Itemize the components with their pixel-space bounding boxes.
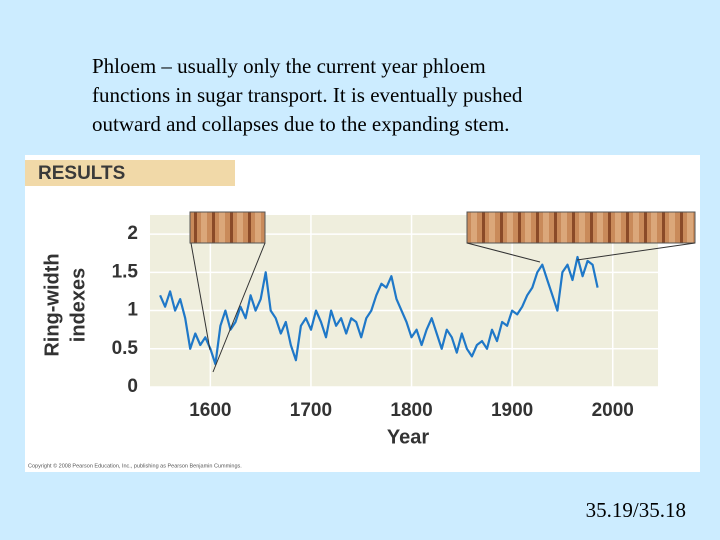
y-tick-label: 0.5 (112, 338, 139, 359)
y-axis-label: indexes (67, 268, 89, 342)
data-line (159, 255, 599, 366)
x-tick-label: 2000 (592, 400, 634, 421)
y-tick-label: 1.5 (112, 261, 139, 282)
ring-inset (466, 211, 696, 244)
ring-inset (189, 211, 266, 244)
header: RESULTS (38, 163, 125, 184)
slide-text: functions in sugar transport. It is even… (92, 83, 523, 107)
slide-text: Phloem – usually only the current year p… (92, 54, 486, 78)
copyright: Copyright © 2008 Pearson Education, Inc.… (28, 462, 242, 469)
callout-line (466, 242, 541, 263)
header-bar (25, 160, 235, 186)
x-tick-label: 1900 (491, 400, 533, 421)
x-tick-label: 1800 (390, 400, 432, 421)
callout-line (212, 242, 266, 373)
callout-line (190, 242, 211, 351)
y-axis-label: Ring-width (41, 253, 63, 356)
slide-text: outward and collapses due to the expandi… (92, 112, 510, 136)
y-tick-label: 0 (127, 376, 138, 397)
slide-number: 35.19/35.18 (586, 498, 686, 522)
x-tick-label: 1600 (189, 400, 231, 421)
y-tick-label: 1 (127, 300, 138, 321)
callout-line (576, 242, 696, 261)
plot-area (150, 215, 658, 387)
y-tick-label: 2 (127, 223, 138, 244)
x-tick-label: 1700 (290, 400, 332, 421)
x-axis-label: Year (387, 426, 429, 448)
